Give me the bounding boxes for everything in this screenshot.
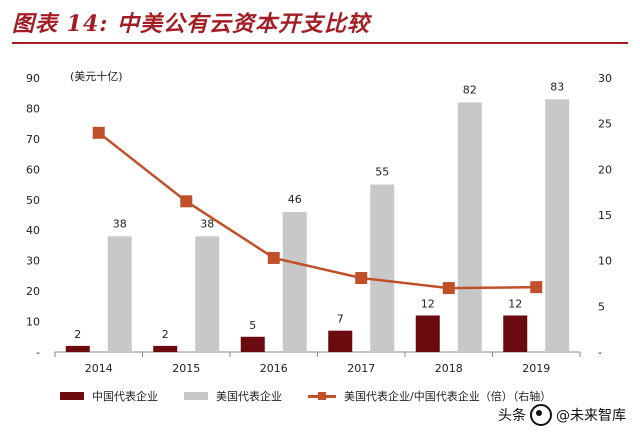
legend-label-ratio: 美国代表企业/中国代表企业（倍）（右轴） [344, 390, 552, 403]
bar-us [370, 184, 395, 352]
x-tick-label: 2017 [347, 362, 375, 375]
legend-item-ratio: 美国代表企业/中国代表企业（倍）（右轴） [308, 388, 551, 404]
title-rule [12, 42, 628, 44]
data-label-us: 82 [463, 83, 477, 96]
y-right-tick-label: 30 [598, 72, 612, 85]
ratio-marker [180, 195, 193, 208]
y-left-tick-label: 30 [26, 255, 40, 268]
y-right-tick-label: 25 [598, 118, 612, 131]
y-left-tick-label: 50 [26, 194, 40, 207]
y-left-tick-label: - [36, 346, 40, 359]
x-tick-label: 2019 [522, 362, 550, 375]
chart: - 10 20 30 40 50 60 70 80 90 - 5 10 15 20 25 30 2 38 2014 2 3… [26, 72, 612, 375]
legend-item-china: 中国代表企业 [60, 388, 158, 404]
bar-us [282, 211, 307, 352]
data-label-us: 38 [113, 217, 127, 230]
chart-title: 图表 14: 中美公有云资本开支比较 [12, 11, 371, 37]
data-label-china: 2 [74, 328, 81, 341]
ratio-marker [92, 126, 105, 139]
y-left-tick-label: 70 [26, 133, 40, 146]
watermark-prefix: 头条 [498, 408, 526, 424]
y-right-tick-label: 10 [598, 255, 612, 268]
ratio-marker [442, 282, 455, 295]
bar-us [107, 236, 132, 352]
data-label-us: 46 [288, 193, 302, 206]
legend-swatch-ratio [308, 391, 336, 400]
x-tick-label: 2014 [85, 362, 113, 375]
bar-us [457, 102, 482, 352]
bar-china [240, 336, 265, 352]
y-right-tick-label: - [598, 346, 602, 359]
legend-swatch-china [60, 392, 84, 400]
ratio-marker [355, 272, 368, 285]
data-label-us: 83 [550, 80, 564, 93]
y-left-tick-label: 10 [26, 316, 40, 329]
bar-us [545, 99, 570, 352]
x-tick-label: 2016 [260, 362, 288, 375]
bar-us [195, 236, 220, 352]
y-left-tick-label: 60 [26, 163, 40, 176]
legend-label-us: 美国代表企业 [216, 390, 282, 403]
x-tick-label: 2015 [172, 362, 200, 375]
data-label-china: 12 [508, 297, 522, 310]
bar-china [503, 315, 528, 352]
bar-china [328, 330, 353, 352]
y-right-tick-label: 15 [598, 209, 612, 222]
data-label-china: 12 [421, 297, 435, 310]
y-right-tick-label: 5 [598, 300, 605, 313]
legend-item-us: 美国代表企业 [184, 388, 282, 404]
y-left-tick-label: 90 [26, 72, 40, 85]
data-label-china: 7 [337, 313, 344, 326]
bar-china [415, 315, 440, 352]
y-left-tick-label: 20 [26, 285, 40, 298]
data-label-china: 5 [249, 319, 256, 332]
legend-swatch-us [184, 392, 208, 400]
bar-china [153, 345, 178, 352]
ratio-line [97, 131, 537, 290]
ratio-marker [530, 281, 543, 294]
data-label-us: 55 [375, 166, 389, 179]
watermark-text: @未来智库 [556, 408, 626, 424]
y-right-tick-label: 20 [598, 163, 612, 176]
watermark-logo-icon [530, 404, 552, 426]
bar-china [65, 345, 90, 352]
legend-label-china: 中国代表企业 [92, 390, 158, 403]
legend: 中国代表企业 美国代表企业 美国代表企业/中国代表企业（倍）（右轴） [60, 388, 630, 406]
data-label-china: 2 [162, 328, 169, 341]
ratio-marker [267, 251, 280, 264]
unit-label: (美元十亿) [70, 70, 123, 83]
y-left-tick-label: 80 [26, 102, 40, 115]
watermark: 头条 @未来智库 [498, 404, 626, 426]
y-left-tick-label: 40 [26, 224, 40, 237]
data-label-us: 38 [200, 217, 214, 230]
x-tick-label: 2018 [435, 362, 463, 375]
